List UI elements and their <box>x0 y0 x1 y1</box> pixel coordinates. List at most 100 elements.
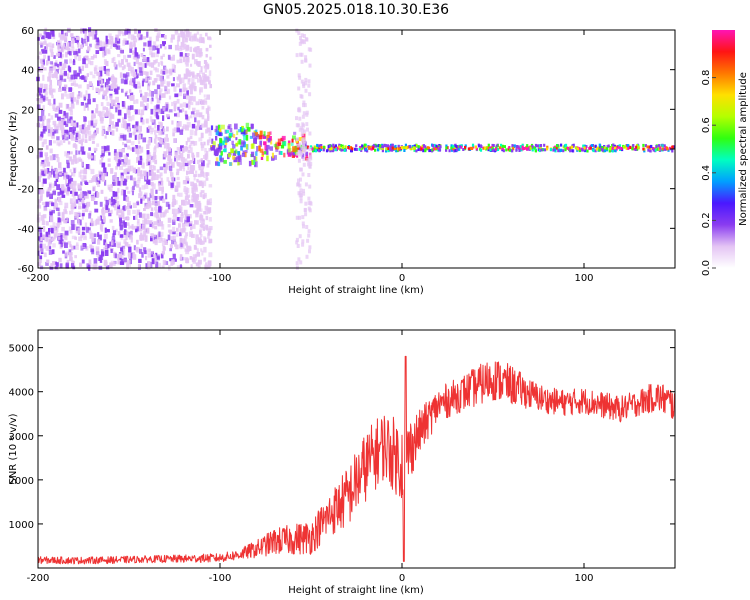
heatmap-cell <box>189 135 193 140</box>
heatmap-cell <box>299 199 303 204</box>
heatmap-cell <box>78 48 81 54</box>
heatmap-cell <box>194 59 198 65</box>
heatmap-cell <box>114 37 119 44</box>
heatmap-cell <box>67 118 71 124</box>
heatmap-cell <box>589 146 592 150</box>
snr-frame <box>37 329 676 569</box>
heatmap-cell <box>163 142 167 149</box>
heatmap-cell <box>139 248 143 254</box>
heatmap-cell <box>208 80 211 85</box>
heatmap-cell <box>105 35 108 42</box>
heatmap-cell <box>52 65 57 71</box>
heatmap-cell <box>448 149 451 153</box>
heatmap-cell <box>173 213 177 217</box>
heatmap-cell <box>86 84 90 90</box>
heatmap-cell <box>618 146 621 150</box>
heatmap-cell <box>302 111 306 116</box>
heatmap-cell <box>125 156 128 161</box>
heatmap-cell <box>124 229 127 235</box>
heatmap-cell <box>105 107 108 113</box>
heatmap-cell <box>92 193 96 197</box>
heatmap-cell <box>104 242 108 248</box>
heatmap-cell <box>54 62 58 67</box>
heatmap-cell <box>130 105 134 110</box>
heatmap-cell <box>96 192 100 198</box>
heatmap-cell <box>159 166 164 171</box>
heatmap-cell <box>101 125 106 130</box>
heatmap-cell <box>134 109 138 115</box>
heatmap-cell <box>110 199 113 206</box>
heatmap-cell <box>49 148 53 154</box>
heatmap-cell <box>364 143 368 147</box>
heatmap-cell <box>106 229 110 233</box>
heatmap-cell <box>47 76 51 82</box>
heatmap-cell <box>598 143 601 147</box>
heatmap-cell <box>302 103 305 108</box>
heatmap-cell <box>193 196 197 202</box>
heatmap-cell <box>196 206 199 211</box>
heatmap-cell <box>43 41 47 45</box>
heatmap-cell <box>196 124 199 131</box>
heatmap-cell <box>263 141 267 146</box>
heatmap-cell <box>149 192 153 198</box>
heatmap-cell <box>39 151 43 158</box>
heatmap-cell <box>107 244 110 249</box>
heatmap-cell <box>51 227 54 234</box>
heatmap-cell <box>162 198 166 203</box>
heatmap-cell <box>200 123 205 128</box>
heatmap-cell <box>578 149 581 153</box>
heatmap-cell <box>63 78 67 82</box>
heatmap-cell <box>198 137 203 142</box>
heatmap-cell <box>84 191 88 196</box>
heatmap-cell <box>511 144 514 148</box>
heatmap-cell <box>49 49 54 53</box>
heatmap-cell <box>200 37 205 43</box>
heatmap-cell <box>241 152 245 157</box>
heatmap-cell <box>41 220 46 225</box>
heatmap-cell <box>112 191 115 197</box>
heatmap-cell <box>138 34 143 40</box>
heatmap-cell <box>138 226 142 231</box>
heatmap-cell <box>41 162 46 166</box>
heatmap-cell <box>304 55 308 60</box>
heatmap-cell <box>49 216 54 223</box>
heatmap-cell <box>73 143 77 148</box>
heatmap-cell <box>104 196 108 201</box>
heatmap-cell <box>295 53 299 58</box>
heatmap-cell <box>185 232 189 237</box>
heatmap-cell <box>117 258 121 265</box>
heatmap-cell <box>45 201 50 207</box>
heatmap-cell <box>153 147 157 153</box>
heatmap-cell <box>38 149 43 155</box>
heatmap-cell <box>115 166 118 170</box>
heatmap-cell <box>614 146 617 150</box>
heatmap-cell <box>77 185 82 190</box>
heatmap-cell <box>183 238 187 244</box>
heatmap-cell <box>582 144 585 148</box>
heatmap-cell <box>141 158 144 163</box>
heatmap-cell <box>73 224 77 230</box>
heatmap-cell <box>89 233 94 239</box>
snr-x-tick-label: 100 <box>574 573 593 584</box>
heatmap-cell <box>44 87 48 92</box>
heatmap-cell <box>112 230 117 236</box>
heatmap-cell <box>363 146 366 150</box>
heatmap-cell <box>179 129 184 135</box>
heatmap-cell <box>342 148 345 152</box>
heatmap-cell <box>666 147 669 151</box>
heatmap-cell <box>172 77 175 82</box>
heatmap-cell <box>190 102 194 106</box>
heatmap-cell <box>464 144 467 148</box>
heatmap-cell <box>48 234 51 239</box>
heatmap-cell <box>40 94 43 100</box>
heatmap-cell <box>52 140 57 144</box>
heatmap-cell <box>307 196 311 201</box>
heatmap-cell <box>140 171 143 177</box>
heatmap-cell <box>207 115 210 121</box>
heatmap-cell <box>184 190 188 194</box>
heatmap-cell <box>63 35 67 41</box>
heatmap-cell <box>78 156 81 160</box>
heatmap-cell <box>168 71 172 76</box>
heatmap-cell <box>56 63 59 68</box>
